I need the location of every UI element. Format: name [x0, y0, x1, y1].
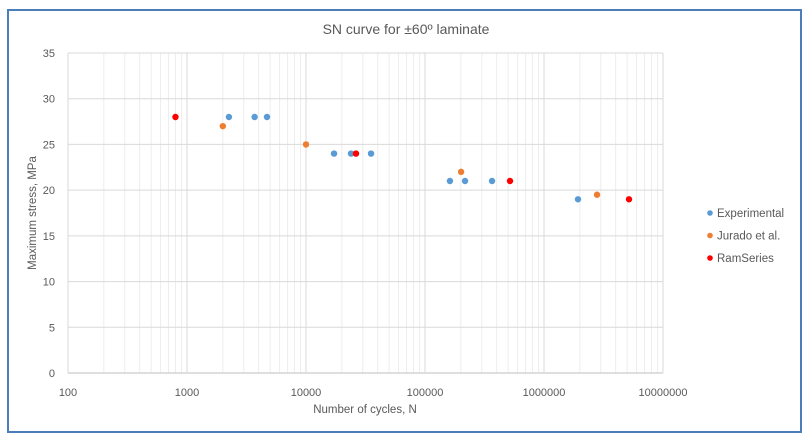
data-point-experimental: [461, 177, 469, 185]
data-point-ramseries: [506, 177, 514, 185]
data-point-experimental: [488, 177, 496, 185]
data-point-experimental: [330, 150, 338, 157]
x-tick-label: 1000: [175, 387, 199, 399]
y-tick-label: 25: [43, 139, 55, 151]
data-point-jurado-et-al: [457, 168, 465, 176]
data-point-jurado-et-al: [302, 141, 310, 148]
legend-label-jurado-et-al: Jurado et al.: [717, 231, 780, 243]
gridlines: [67, 52, 664, 374]
y-tick-label: 15: [43, 231, 55, 243]
data-points: [172, 113, 633, 203]
x-axis-label: Number of cycles, N: [313, 404, 417, 416]
x-tick-label: 100: [59, 387, 77, 399]
y-axis-label: Maximum stress, MPa: [27, 156, 39, 270]
y-tick-label: 30: [43, 94, 55, 106]
chart-title: SN curve for ±60º laminate: [323, 21, 490, 37]
x-tick-label: 10000000: [639, 387, 688, 399]
legend-marker-jurado-et-al: [707, 232, 713, 239]
data-point-ramseries: [172, 113, 179, 121]
x-tick-label: 100000: [407, 387, 444, 399]
data-point-ramseries: [625, 196, 633, 203]
data-point-experimental: [367, 150, 375, 157]
y-tick-label: 10: [43, 277, 55, 289]
y-tick-label: 20: [43, 185, 55, 197]
x-tick-label: 10000: [291, 387, 322, 399]
data-point-experimental: [446, 177, 454, 185]
data-point-experimental: [251, 113, 258, 121]
y-tick-label: 0: [49, 368, 55, 380]
x-axis-ticks: 100 1000 10000 100000 1000000 10000000: [59, 387, 688, 399]
x-tick-label: 1000000: [523, 387, 566, 399]
legend-marker-ramseries: [707, 255, 713, 261]
legend-label-experimental: Experimental: [717, 208, 784, 220]
data-point-ramseries: [352, 150, 360, 157]
data-point-experimental: [225, 113, 233, 121]
data-point-jurado-et-al: [219, 122, 227, 130]
data-point-jurado-et-al: [593, 191, 601, 198]
legend-marker-experimental: [707, 210, 713, 216]
y-tick-label: 35: [43, 48, 55, 60]
data-point-experimental: [574, 196, 582, 203]
legend: Experimental Jurado et al. RamSeries: [707, 208, 784, 265]
data-point-experimental: [263, 113, 271, 121]
data-point-experimental: [347, 150, 355, 157]
y-tick-label: 5: [49, 322, 55, 334]
legend-label-ramseries: RamSeries: [717, 253, 774, 265]
y-axis-ticks: 0 5 10 15 20 25 30 35: [43, 48, 55, 380]
